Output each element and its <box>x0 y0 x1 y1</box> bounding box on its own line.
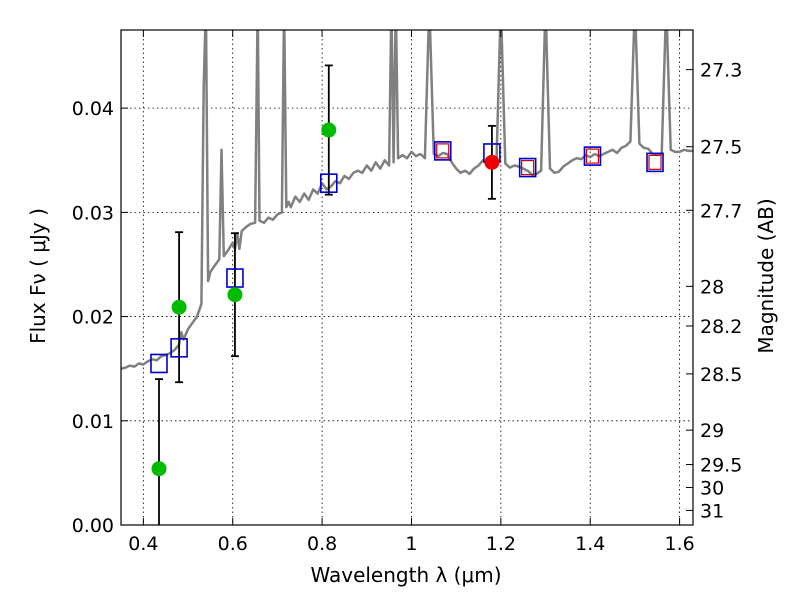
model-square <box>518 157 537 178</box>
model-square <box>150 353 168 374</box>
photometry-markers <box>150 64 664 525</box>
y-tick-label: 0.03 <box>72 202 114 224</box>
model-square <box>226 268 244 288</box>
plot-frame <box>120 29 694 526</box>
x-tick-label: 1.2 <box>486 533 516 555</box>
mag-tick-label: 27.3 <box>700 60 742 82</box>
grid <box>121 30 693 526</box>
model-square-inner <box>436 143 450 159</box>
mag-tick-label: 27.7 <box>700 200 742 222</box>
observed-point-green <box>321 122 337 138</box>
model-square <box>319 173 338 193</box>
mag-tick-label: 28.2 <box>700 316 742 338</box>
x-tick-label: 1 <box>405 533 417 555</box>
observed-point-green <box>151 461 167 477</box>
mag-tick-label: 29.5 <box>700 455 742 477</box>
model-square <box>583 146 602 166</box>
x-tick-label: 0.4 <box>128 533 158 555</box>
y-axis-left: 0.00 0.01 0.02 0.03 0.04 <box>72 98 128 537</box>
model-square <box>646 152 664 173</box>
observed-point-red <box>484 154 500 170</box>
y-tick-label: 0.01 <box>72 411 114 433</box>
x-axis: 0.4 0.6 0.8 1 1.2 1.4 1.6 <box>128 30 695 555</box>
sed-line <box>121 30 693 370</box>
x-tick-label: 1.4 <box>575 533 605 555</box>
mag-tick-label: 30 <box>700 477 724 499</box>
x-tick-label: 1.6 <box>664 533 694 555</box>
y-axis-right-title: Magnitude (AB) <box>754 198 778 353</box>
model-square <box>170 338 188 358</box>
mag-tick-label: 28.5 <box>700 364 742 386</box>
y-axis-title: Flux Fν ( μJy ) <box>26 208 50 344</box>
mag-tick-label: 27.5 <box>700 137 742 159</box>
model-square-inner <box>521 159 535 176</box>
y-tick-label: 0.04 <box>72 98 114 120</box>
model-square-inner <box>585 148 600 164</box>
model-square <box>433 141 452 161</box>
y-tick-label: 0.00 <box>72 515 114 537</box>
x-axis-title: Wavelength λ (μm) <box>310 563 501 587</box>
mag-tick-label: 28 <box>700 276 724 298</box>
observed-point-green <box>171 299 187 315</box>
y-tick-label: 0.02 <box>72 307 114 329</box>
model-square-inner <box>648 154 662 170</box>
x-tick-label: 0.8 <box>307 533 337 555</box>
observed-point-green <box>227 287 243 303</box>
mag-tick-label: 31 <box>700 500 724 522</box>
sed-spectrum <box>121 30 693 370</box>
mag-tick-label: 29 <box>700 420 724 442</box>
x-tick-label: 0.6 <box>218 533 248 555</box>
